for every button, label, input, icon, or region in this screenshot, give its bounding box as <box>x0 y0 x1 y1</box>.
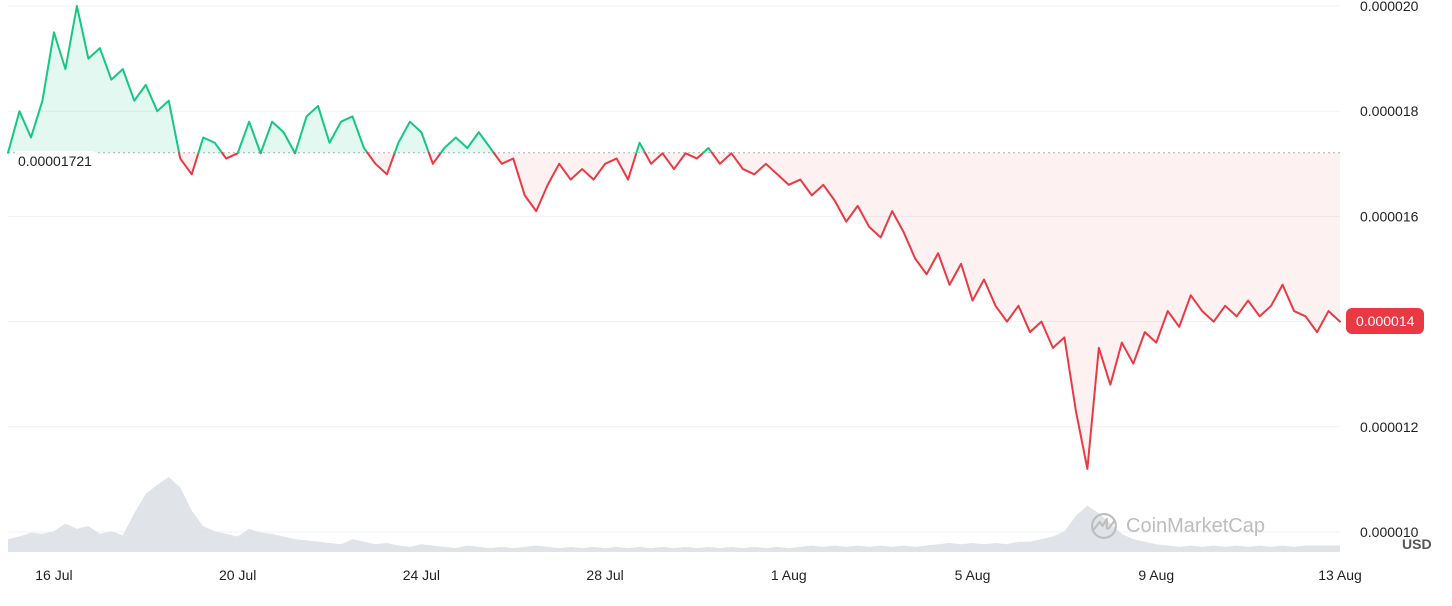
currency-label: USD <box>1402 536 1432 552</box>
x-tick-label: 20 Jul <box>219 567 256 583</box>
area-down <box>712 153 1340 469</box>
x-tick-label: 16 Jul <box>35 567 72 583</box>
y-tick-label: 0.000018 <box>1360 103 1419 119</box>
chart-svg[interactable]: 0.0000100.0000120.0000140.0000160.000018… <box>0 0 1452 606</box>
x-tick-label: 1 Aug <box>771 567 807 583</box>
y-tick-label: 0.000020 <box>1360 0 1419 14</box>
x-tick-label: 28 Jul <box>586 567 623 583</box>
volume-area <box>8 477 1340 552</box>
x-tick-label: 13 Aug <box>1318 567 1362 583</box>
price-chart: 0.0000100.0000120.0000140.0000160.000018… <box>0 0 1452 606</box>
x-tick-label: 9 Aug <box>1138 567 1174 583</box>
y-tick-label: 0.000012 <box>1360 419 1419 435</box>
y-tick-label: 0.000016 <box>1360 208 1419 224</box>
x-tick-label: 24 Jul <box>403 567 440 583</box>
area-up <box>238 122 261 153</box>
x-tick-label: 5 Aug <box>955 567 991 583</box>
current-price-badge: 0.000014 <box>1346 308 1424 334</box>
start-price-label: 0.00001721 <box>14 151 96 171</box>
